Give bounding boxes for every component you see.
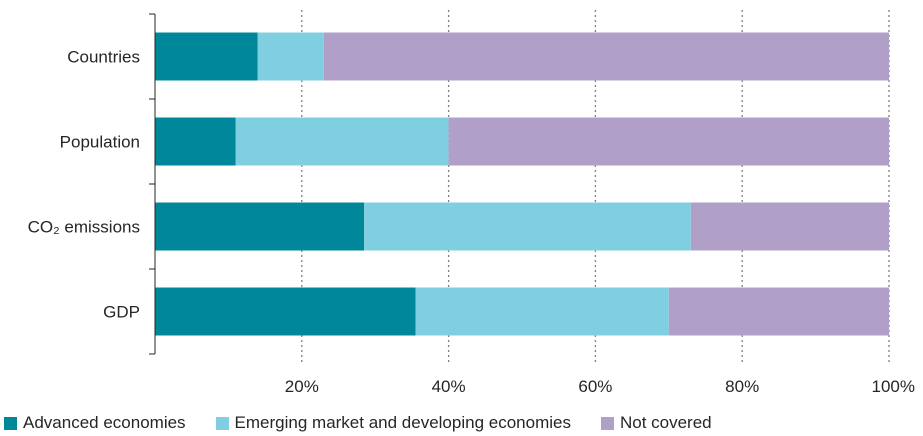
category-label: GDP — [103, 303, 140, 322]
legend-swatch — [4, 416, 17, 430]
legend-label: Emerging market and developing economies — [234, 413, 571, 432]
x-tick-label: 40% — [432, 377, 466, 396]
x-tick-labels: 20% 40% 60% 80% 100% — [285, 377, 915, 396]
bar-gdp-series-1 — [155, 287, 416, 336]
x-tick-label: 20% — [285, 377, 319, 396]
bar-population-series-1 — [155, 117, 236, 166]
legend-swatch — [600, 416, 614, 430]
bar-countries-series-2 — [257, 32, 324, 81]
bars — [155, 32, 889, 336]
bar-population-series-2 — [235, 117, 449, 166]
y-axis — [149, 13, 156, 355]
legend-item: Advanced economies — [4, 413, 186, 433]
x-tick-label: 100% — [872, 377, 915, 396]
bar-countries-series-1 — [155, 32, 258, 81]
x-tick-label: 60% — [578, 377, 612, 396]
bar-co-emissions-series-3 — [690, 202, 889, 251]
bar-population-series-3 — [448, 117, 889, 166]
legend: Advanced economies Emerging market and de… — [0, 410, 923, 436]
legend-item: Not covered — [600, 413, 712, 433]
bar-gdp-series-3 — [668, 287, 889, 336]
bar-gdp-series-2 — [415, 287, 669, 336]
category-label: Countries — [67, 48, 140, 67]
category-label: CO₂ emissions — [28, 218, 140, 237]
legend-label: Advanced economies — [23, 413, 186, 432]
category-labels: Countries Population CO₂ emissions GDP — [28, 48, 140, 322]
bar-countries-series-3 — [323, 32, 889, 81]
bar-co-emissions-series-2 — [364, 202, 691, 251]
legend-label: Not covered — [619, 413, 712, 432]
legend-item: Emerging market and developing economies — [215, 413, 571, 433]
category-label: Population — [60, 133, 140, 152]
bar-co-emissions-series-1 — [155, 202, 365, 251]
legend-swatch — [215, 416, 229, 430]
x-tick-label: 80% — [725, 377, 759, 396]
